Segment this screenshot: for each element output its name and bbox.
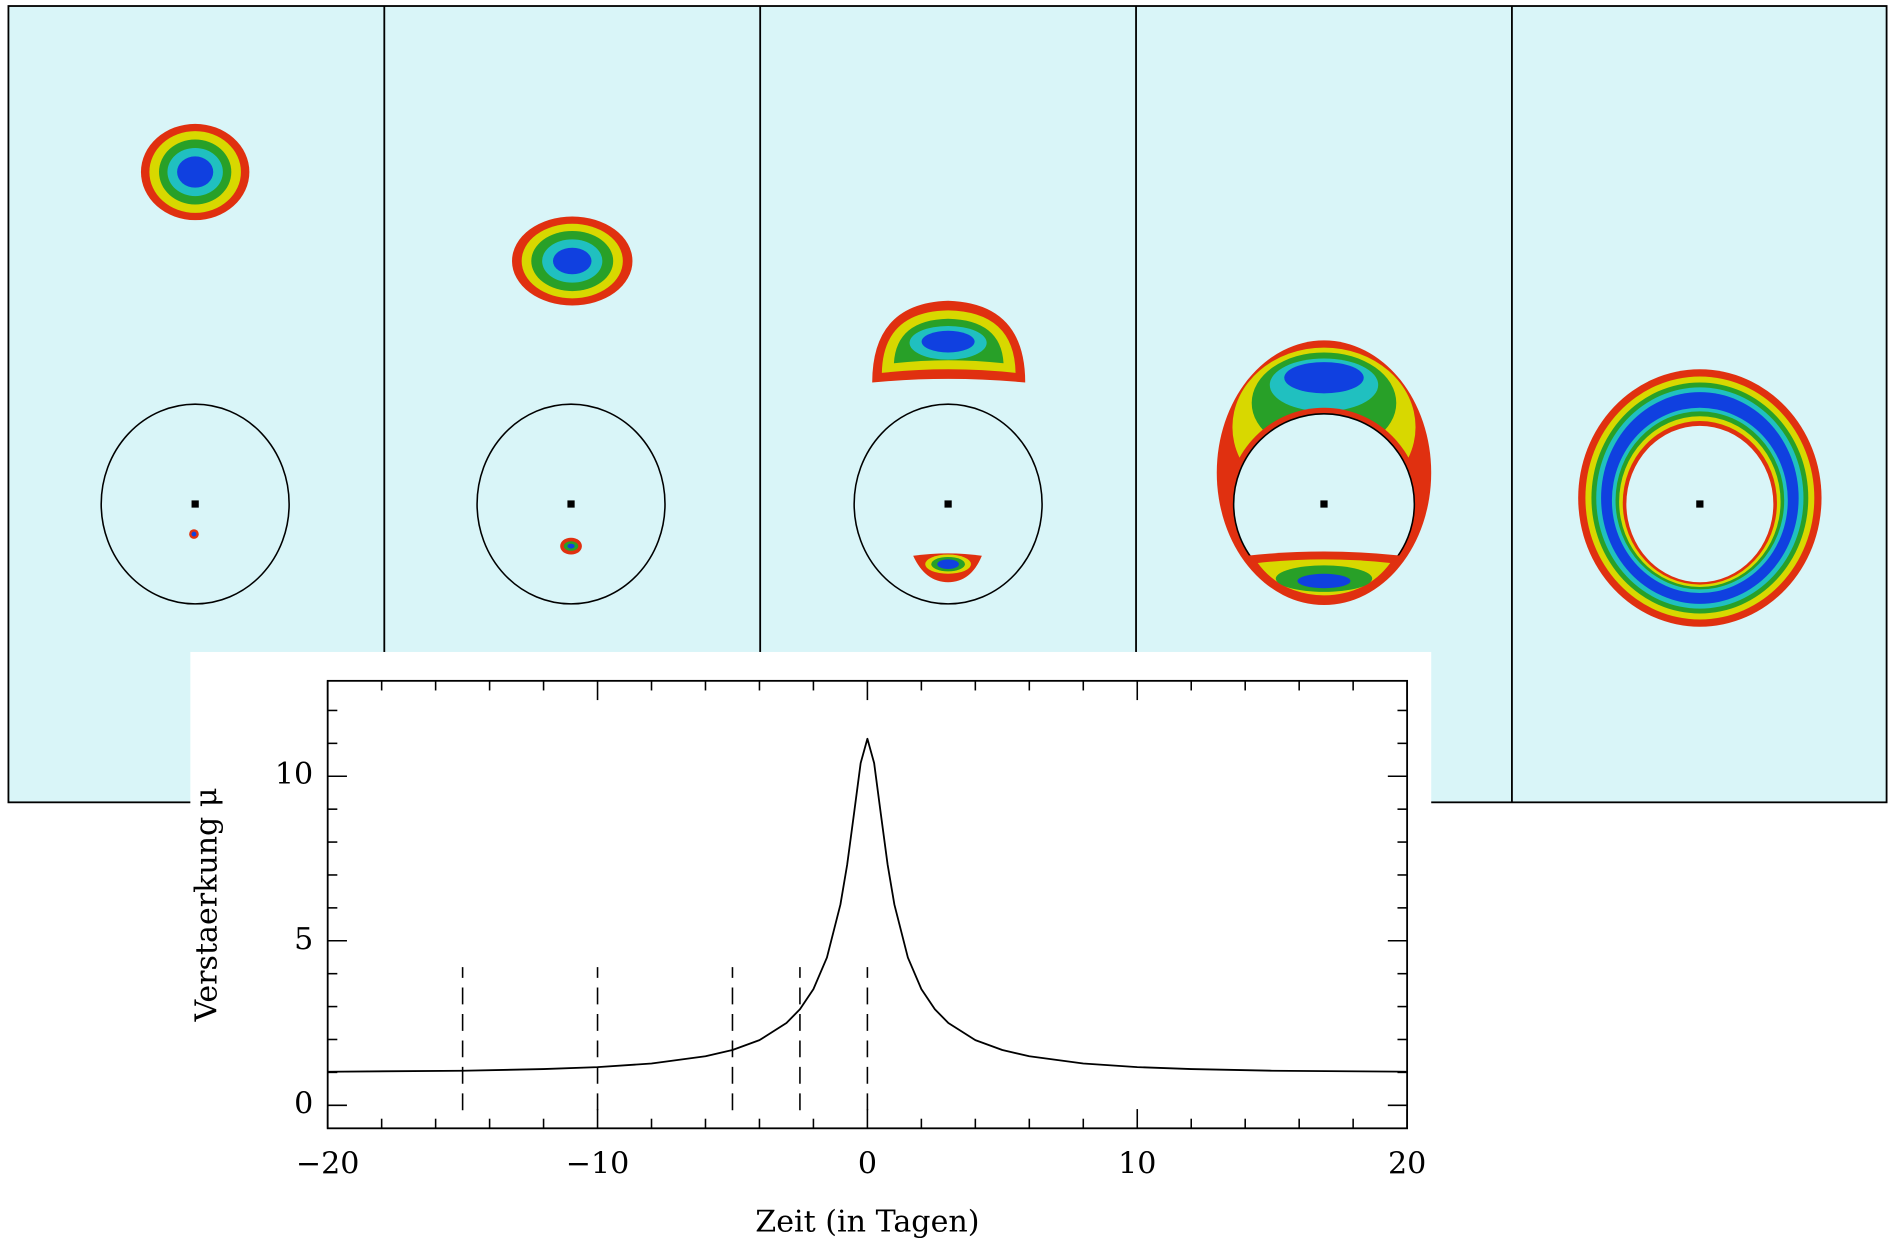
y-tick-label: 5 bbox=[294, 922, 313, 957]
einstein-circle bbox=[100, 403, 290, 605]
x-tick-label: −20 bbox=[296, 1147, 360, 1182]
y-tick-label: 0 bbox=[294, 1086, 313, 1121]
source-image bbox=[512, 216, 633, 555]
light-curve bbox=[327, 737, 1408, 1073]
x-tick-label: −10 bbox=[566, 1147, 630, 1182]
source-image bbox=[140, 123, 250, 539]
source-image bbox=[1216, 340, 1432, 606]
y-tick-label: 10 bbox=[275, 757, 313, 792]
einstein-ring bbox=[1578, 369, 1822, 627]
lens-point bbox=[567, 500, 575, 508]
x-tick-label: 0 bbox=[858, 1147, 877, 1182]
einstein-circle bbox=[476, 403, 666, 605]
lens-point bbox=[944, 500, 952, 508]
source-image bbox=[872, 300, 1026, 583]
y-axis-label: Verstaerkung μ bbox=[189, 788, 224, 1023]
plot-background bbox=[190, 651, 1432, 1245]
x-tick-label: 20 bbox=[1388, 1147, 1426, 1182]
x-tick-label: 10 bbox=[1118, 1147, 1156, 1182]
lens-point bbox=[1696, 500, 1704, 508]
x-axis-label: Zeit (in Tagen) bbox=[755, 1204, 979, 1239]
einstein-circle bbox=[853, 403, 1043, 605]
lens-point bbox=[191, 500, 199, 508]
lens-point bbox=[1320, 500, 1328, 508]
